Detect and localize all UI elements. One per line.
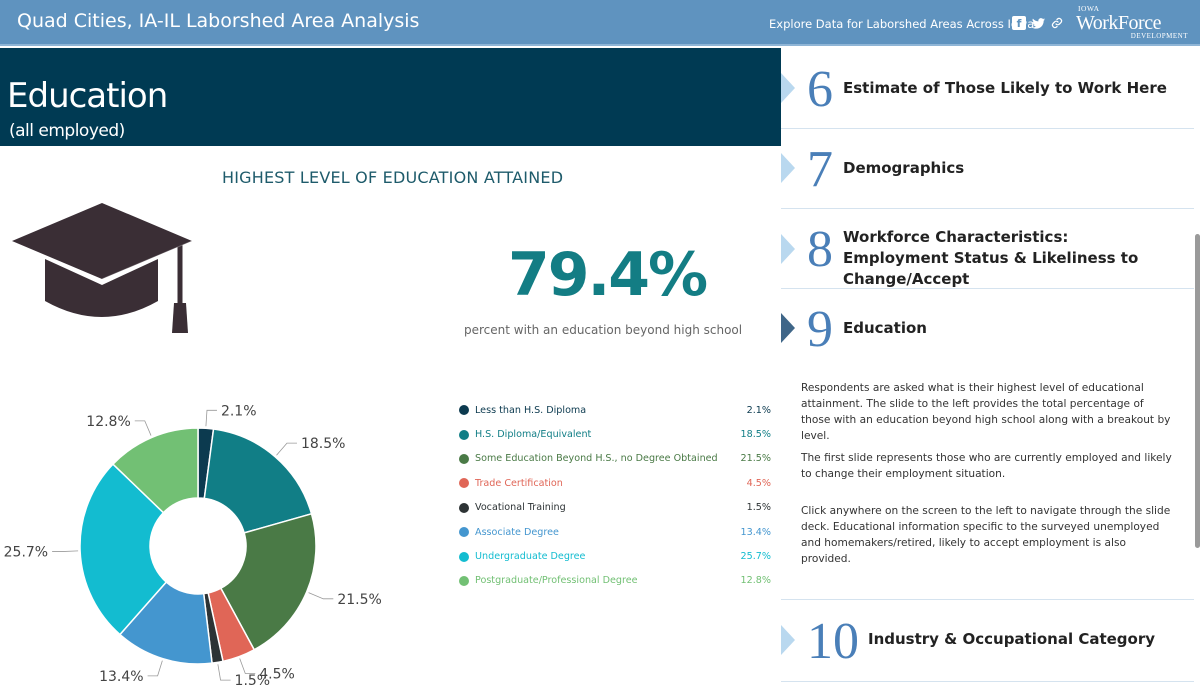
donut-data-label: 21.5%	[337, 592, 381, 608]
legend-item: Vocational Training 1.5%	[459, 496, 774, 520]
legend-value: 21.5%	[740, 453, 771, 465]
nav-arrow-active-icon	[781, 313, 795, 343]
donut-data-label: 4.5%	[259, 667, 295, 683]
legend-swatch	[459, 453, 469, 464]
donut-data-label: 12.8%	[86, 414, 130, 430]
slide-banner: Education (all employed)	[0, 48, 781, 146]
legend-value: 13.4%	[740, 526, 771, 538]
donut-data-label: 1.5%	[235, 673, 271, 688]
legend-item: Postgraduate/Professional Degree 12.8%	[459, 569, 774, 593]
nav-arrow-icon	[781, 153, 795, 183]
app-title: Quad Cities, IA-IL Laborshed Area Analys…	[17, 10, 420, 32]
nav-label: Workforce Characteristics: Employment St…	[843, 228, 1139, 288]
nav-item-9[interactable]: 9 Education Respondents are asked what i…	[781, 289, 1194, 600]
legend-swatch	[459, 551, 469, 562]
nav-item-10[interactable]: 10 Industry & Occupational Category	[781, 600, 1194, 682]
legend-swatch	[459, 478, 469, 489]
slide-navigation-panel: 6 Estimate of Those Likely to Work Here …	[781, 48, 1200, 688]
nav-item-8[interactable]: 8 Workforce Characteristics: Employment …	[781, 209, 1194, 289]
nav-arrow-icon	[781, 73, 795, 103]
donut-leader-line	[276, 442, 297, 456]
donut-data-label: 2.1%	[221, 403, 257, 419]
donut-leader-line	[134, 420, 152, 436]
legend-label: Associate Degree	[475, 526, 559, 538]
facebook-icon[interactable]: f	[1012, 16, 1026, 30]
legend-swatch	[459, 429, 469, 440]
legend-value: 12.8%	[740, 575, 771, 587]
legend-item: Less than H.S. Diploma 2.1%	[459, 398, 774, 422]
donut-leader-line	[52, 550, 79, 552]
donut-leader-line	[308, 592, 334, 600]
slide-subtitle: (all employed)	[9, 121, 125, 141]
link-icon[interactable]	[1050, 16, 1064, 30]
legend-swatch	[459, 405, 469, 416]
legend-swatch	[459, 502, 469, 513]
slide-title: Education	[7, 76, 168, 116]
chart-legend: Less than H.S. Diploma 2.1% H.S. Diploma/E…	[459, 398, 774, 593]
nav-item-6[interactable]: 6 Estimate of Those Likely to Work Here	[781, 48, 1194, 129]
legend-value: 2.1%	[746, 404, 771, 416]
nav-label: Education	[843, 319, 927, 337]
nav-item-7[interactable]: 7 Demographics	[781, 129, 1194, 209]
legend-label: Some Education Beyond H.S., no Degree Ob…	[475, 453, 718, 465]
twitter-icon[interactable]	[1031, 16, 1045, 30]
explore-data-link[interactable]: Explore Data for Laborshed Areas Across …	[769, 17, 1035, 31]
legend-label: Undergraduate Degree	[475, 551, 586, 563]
nav-number: 8	[807, 221, 833, 278]
headline-percent-caption: percent with an education beyond high sc…	[464, 323, 743, 337]
legend-item: Some Education Beyond H.S., no Degree Ob…	[459, 447, 774, 471]
nav-label: Demographics	[843, 159, 965, 177]
nav-number: 9	[807, 301, 833, 358]
graduation-cap-icon	[10, 183, 195, 343]
donut-slice	[79, 463, 168, 636]
slide-description: Respondents are asked what is their high…	[801, 382, 1171, 442]
legend-value: 4.5%	[746, 477, 771, 489]
slide-description: The first slide represents those who are…	[801, 452, 1172, 480]
nav-label: Estimate of Those Likely to Work Here	[843, 79, 1167, 97]
nav-label: Industry & Occupational Category	[868, 630, 1156, 648]
nav-number: 10	[807, 613, 859, 670]
nav-arrow-icon	[781, 625, 795, 655]
headline-percent: 79.4%	[508, 240, 708, 310]
legend-label: Less than H.S. Diploma	[475, 404, 587, 416]
legend-label: Postgraduate/Professional Degree	[475, 575, 638, 587]
app-header: Quad Cities, IA-IL Laborshed Area Analys…	[0, 0, 1200, 46]
nav-number: 6	[807, 61, 833, 118]
education-slide[interactable]: Education (all employed) HIGHEST LEVEL O…	[0, 48, 781, 689]
donut-data-label: 25.7%	[4, 545, 48, 561]
legend-item: Undergraduate Degree 25.7%	[459, 544, 774, 568]
donut-leader-line	[217, 664, 231, 681]
legend-item: H.S. Diploma/Equivalent 18.5%	[459, 422, 774, 446]
legend-value: 1.5%	[746, 502, 771, 514]
nav-number: 7	[807, 141, 833, 198]
donut-slice	[219, 512, 317, 651]
donut-leader-line	[239, 658, 256, 674]
legend-item: Trade Certification 4.5%	[459, 471, 774, 495]
donut-slice	[111, 427, 199, 514]
donut-leader-line	[147, 660, 163, 677]
legend-label: H.S. Diploma/Equivalent	[475, 429, 592, 441]
nav-arrow-icon	[781, 234, 795, 264]
donut-data-label: 18.5%	[301, 436, 345, 452]
legend-value: 18.5%	[740, 429, 771, 441]
donut-leader-line	[205, 409, 217, 427]
legend-label: Vocational Training	[475, 502, 566, 514]
donut-data-label: 13.4%	[99, 669, 143, 685]
slide-description: Click anywhere on the screen to the left…	[801, 505, 1171, 565]
iowa-workforce-logo[interactable]: IOWA WorkForce DEVELOPMENT	[1076, 4, 1188, 40]
chart-heading: HIGHEST LEVEL OF EDUCATION ATTAINED	[222, 168, 564, 187]
legend-swatch	[459, 575, 469, 586]
legend-value: 25.7%	[740, 551, 771, 563]
panel-scrollbar[interactable]	[1195, 234, 1200, 548]
legend-swatch	[459, 527, 469, 538]
donut-slice	[203, 428, 313, 534]
legend-item: Associate Degree 13.4%	[459, 520, 774, 544]
legend-label: Trade Certification	[475, 477, 563, 489]
education-donut-chart: 2.1% 18.5% 21.5% 4.5% 1.5% 13.4% 25.7% 12.8%	[0, 348, 400, 689]
